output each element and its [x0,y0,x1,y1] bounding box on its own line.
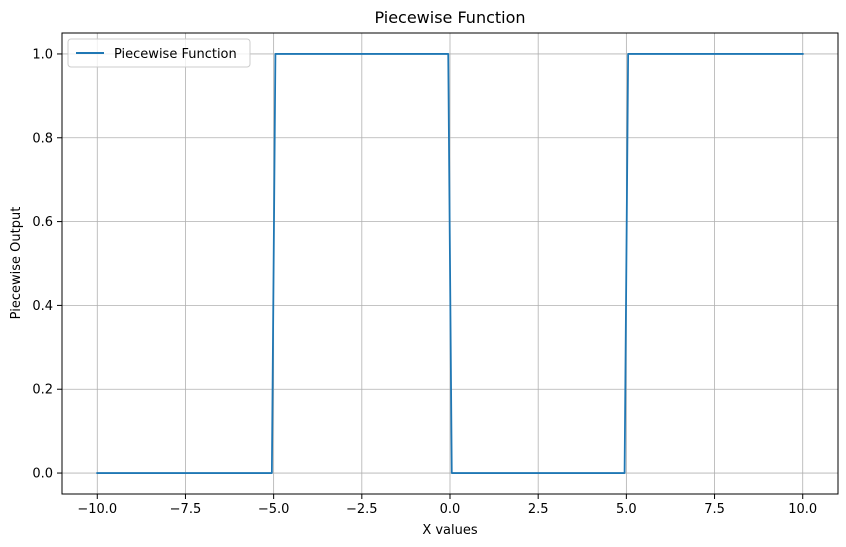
y-axis: 0.0 0.2 0.4 0.6 0.8 1.0 [32,47,62,482]
x-tick-label: −10.0 [77,502,117,517]
x-tick-label: 10.0 [788,502,817,517]
y-tick-label: 1.0 [32,47,53,62]
y-tick-label: 0.2 [32,383,53,398]
y-tick-label: 0.0 [32,467,53,482]
series-line [96,53,804,474]
legend: Piecewise Function [67,38,251,68]
x-tick-label: −7.5 [170,502,202,517]
y-tick-label: 0.6 [32,215,53,230]
chart-title: Piecewise Function [374,8,525,27]
legend-box [67,38,251,68]
x-tick-label: 2.5 [528,502,549,517]
x-axis-label: X values [422,523,478,538]
x-tick-label: 7.5 [704,502,725,517]
series-layer [96,53,804,474]
y-tick-label: 0.8 [32,131,53,146]
x-axis: −10.0 −7.5 −5.0 −2.5 0.0 2.5 5.0 7.5 10.0 [77,494,817,517]
legend-entry-label: Piecewise Function [114,47,237,62]
x-tick-label: 0.0 [440,502,461,517]
x-tick-label: 5.0 [616,502,637,517]
x-tick-label: −5.0 [258,502,290,517]
y-tick-label: 0.4 [32,299,53,314]
x-tick-label: −2.5 [346,502,378,517]
y-axis-label: Piecewise Output [9,207,24,320]
